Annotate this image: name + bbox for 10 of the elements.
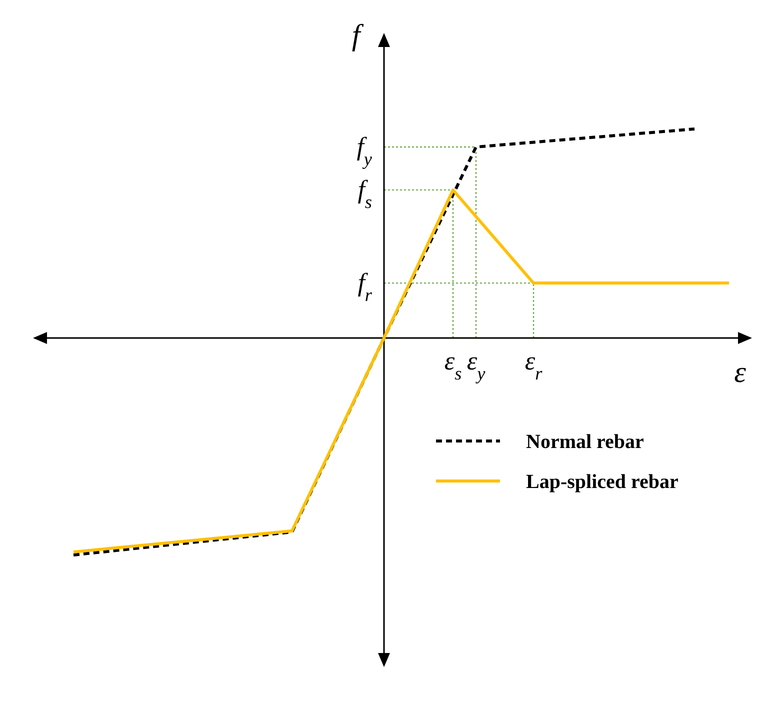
legend-label: Normal rebar bbox=[526, 431, 644, 453]
legend-label: Lap-spliced rebar bbox=[526, 471, 679, 493]
ref-line-label: f$_{s}$ bbox=[358, 174, 372, 212]
x-tick-label: ε$_{s}$ bbox=[444, 346, 462, 384]
y-axis-title: f bbox=[352, 19, 364, 52]
x-tick-label: ε$_{r}$ bbox=[524, 346, 544, 384]
x-axis-title: ε bbox=[734, 356, 746, 389]
ref-line-label: f$_{y}$ bbox=[356, 132, 373, 169]
ref-line-label: f$_{r}$ bbox=[358, 268, 373, 306]
x-tick-label: ε$_{y}$ bbox=[466, 346, 486, 384]
